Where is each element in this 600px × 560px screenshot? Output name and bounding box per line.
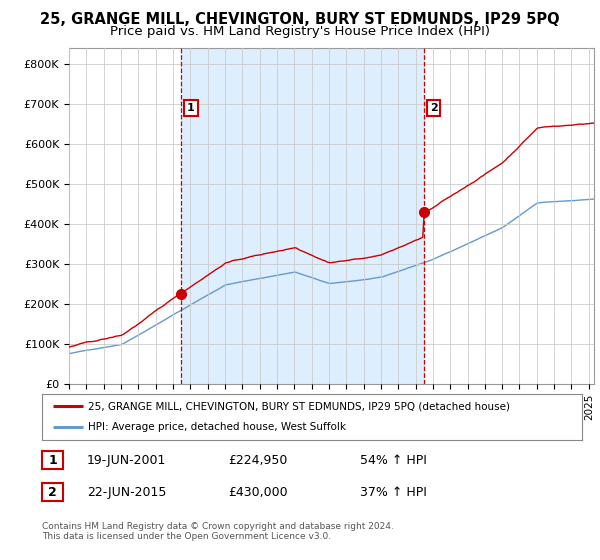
- Bar: [181, 48, 424, 384]
- Text: 2: 2: [430, 103, 437, 113]
- Text: £430,000: £430,000: [228, 486, 287, 499]
- Text: 54% ↑ HPI: 54% ↑ HPI: [360, 454, 427, 467]
- Text: £224,950: £224,950: [228, 454, 287, 467]
- Text: 19-JUN-2001: 19-JUN-2001: [87, 454, 166, 467]
- Text: HPI: Average price, detached house, West Suffolk: HPI: Average price, detached house, West…: [88, 422, 346, 432]
- Text: 37% ↑ HPI: 37% ↑ HPI: [360, 486, 427, 499]
- Text: 22-JUN-2015: 22-JUN-2015: [87, 486, 166, 499]
- Text: Price paid vs. HM Land Registry's House Price Index (HPI): Price paid vs. HM Land Registry's House …: [110, 25, 490, 38]
- Text: 1: 1: [48, 454, 57, 467]
- Text: Contains HM Land Registry data © Crown copyright and database right 2024.
This d: Contains HM Land Registry data © Crown c…: [42, 522, 394, 542]
- Text: 25, GRANGE MILL, CHEVINGTON, BURY ST EDMUNDS, IP29 5PQ (detached house): 25, GRANGE MILL, CHEVINGTON, BURY ST EDM…: [88, 401, 510, 411]
- Text: 1: 1: [187, 103, 195, 113]
- Text: 2: 2: [48, 486, 57, 499]
- Text: 25, GRANGE MILL, CHEVINGTON, BURY ST EDMUNDS, IP29 5PQ: 25, GRANGE MILL, CHEVINGTON, BURY ST EDM…: [40, 12, 560, 27]
